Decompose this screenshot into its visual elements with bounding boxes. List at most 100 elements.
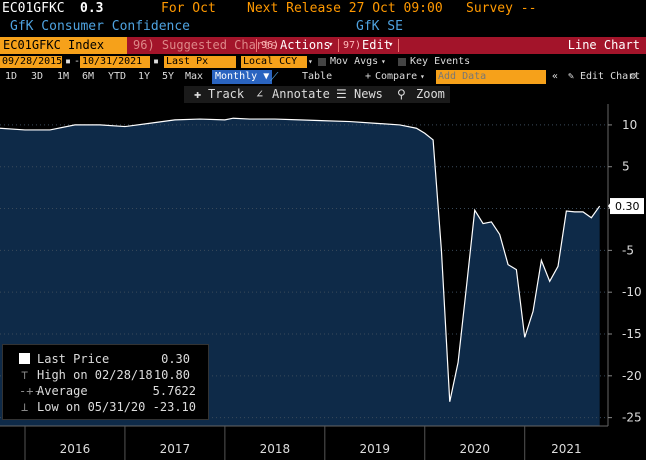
chevron-down-icon: ▾ bbox=[420, 72, 425, 81]
low-marker-icon: ⊥ bbox=[21, 400, 29, 414]
chart-tools: ✚ Track ∠ Annotate ☰ News ⚲ Zoom bbox=[184, 86, 450, 103]
survey: Survey -- bbox=[466, 1, 537, 16]
legend-last-price: Last Price 0.30 bbox=[3, 351, 210, 367]
x-tick-label: 2019 bbox=[360, 442, 391, 456]
key-events-checkbox[interactable] bbox=[398, 58, 406, 66]
y-tick-label: -15 bbox=[622, 327, 642, 341]
y-tick-label: -5 bbox=[622, 243, 634, 257]
high-marker-icon: ⊤ bbox=[21, 368, 29, 382]
zoom-icon: ⚲ bbox=[397, 87, 406, 101]
period-1y[interactable]: 1Y bbox=[138, 71, 151, 82]
actions-number: 96) bbox=[261, 40, 280, 51]
legend-average: -+- Average 5.7622 bbox=[3, 383, 210, 399]
chevron-down-icon: ▼ bbox=[263, 71, 270, 82]
edit-menu[interactable]: Edit bbox=[362, 38, 391, 52]
low-value: -23.10 bbox=[152, 400, 196, 414]
series-line bbox=[0, 117, 601, 402]
separator bbox=[398, 39, 399, 52]
chevron-down-icon[interactable]: ▾ bbox=[308, 57, 313, 66]
legend: Last Price 0.30 ⊤ High on 02/28/18 10.80… bbox=[2, 344, 209, 420]
high-label: High on 02/28/18 bbox=[37, 368, 153, 382]
period-1d[interactable]: 1D bbox=[5, 71, 18, 82]
end-date-input[interactable]: 10/31/2021 bbox=[80, 56, 150, 68]
frequency-label: Monthly bbox=[215, 71, 258, 82]
annotate-icon: ∠ bbox=[256, 87, 264, 101]
period-5y[interactable]: 5Y bbox=[162, 71, 175, 82]
period-max[interactable]: Max bbox=[185, 71, 204, 82]
average-marker-icon: -+- bbox=[19, 384, 41, 398]
period-3d[interactable]: 3D bbox=[31, 71, 44, 82]
period-6m[interactable]: 6M bbox=[82, 71, 95, 82]
last-value: 0.3 bbox=[80, 1, 104, 16]
gear-icon[interactable]: ⚙ bbox=[630, 71, 637, 82]
last-value-label: 0.30 bbox=[615, 200, 640, 213]
collapse-icon[interactable]: « bbox=[552, 71, 559, 82]
legend-high: ⊤ High on 02/28/18 10.80 bbox=[3, 367, 210, 383]
table-button[interactable]: Table bbox=[302, 71, 333, 82]
chart-type-label: Line Chart bbox=[567, 38, 640, 52]
x-tick-label: 2021 bbox=[551, 442, 582, 456]
y-tick-label: 5 bbox=[622, 160, 630, 174]
title-bar: GfK Consumer Confidence GfK SE bbox=[0, 18, 646, 35]
last-price-label: Last Price bbox=[37, 352, 110, 366]
toolbar: EC01GFKC Index 96) Suggested Charts 96) … bbox=[0, 37, 646, 54]
separator bbox=[338, 39, 339, 52]
average-value: 5.7622 bbox=[152, 384, 196, 398]
next-release: Next Release 27 Oct 09:00 bbox=[247, 1, 443, 16]
add-data-input[interactable]: Add Data bbox=[436, 70, 546, 84]
news-button[interactable]: News bbox=[354, 87, 383, 101]
legend-low: ⊥ Low on 05/31/20 -23.10 bbox=[3, 399, 210, 415]
last-value-tag-pointer bbox=[608, 202, 611, 211]
x-tick-label: 2016 bbox=[60, 442, 91, 456]
plus-icon: + bbox=[365, 71, 372, 82]
date-separator: - bbox=[74, 56, 81, 67]
field-select[interactable]: Last Px bbox=[164, 56, 236, 68]
chevron-down-icon: ▾ bbox=[388, 40, 394, 50]
frequency-select[interactable]: Monthly ▼ bbox=[212, 70, 273, 84]
x-tick-label: 2017 bbox=[160, 442, 191, 456]
x-tick-label: 2020 bbox=[459, 442, 490, 456]
period-1m[interactable]: 1M bbox=[57, 71, 70, 82]
news-icon: ☰ bbox=[336, 87, 347, 101]
high-value: 10.80 bbox=[153, 368, 190, 382]
compare-button[interactable]: Compare bbox=[375, 71, 418, 82]
suggested-charts-button[interactable]: 96) Suggested Charts bbox=[133, 38, 278, 52]
last-price-value: 0.30 bbox=[161, 352, 190, 366]
annotate-button[interactable]: Annotate bbox=[272, 87, 330, 101]
series-swatch bbox=[19, 353, 30, 364]
separator bbox=[256, 39, 257, 52]
average-label: Average bbox=[37, 384, 88, 398]
calendar-icon[interactable]: ▪ bbox=[153, 56, 160, 67]
period-ytd[interactable]: YTD bbox=[108, 71, 127, 82]
chevron-down-icon: ▾ bbox=[328, 40, 334, 50]
period-label: For Oct bbox=[161, 1, 216, 16]
edit-chart-button[interactable]: Edit Chart bbox=[580, 71, 641, 82]
date-range-row: 09/28/2015 ▪ - 10/31/2021 ▪ Last Px Loca… bbox=[0, 55, 646, 69]
security-input[interactable]: EC01GFKC Index bbox=[0, 37, 127, 54]
calendar-icon[interactable]: ▪ bbox=[65, 56, 72, 67]
edit-number: 97) bbox=[343, 40, 362, 51]
currency-select[interactable]: Local CCY bbox=[241, 56, 307, 68]
line-chart-icon[interactable]: ⟋ bbox=[270, 70, 279, 84]
y-tick-label: 10 bbox=[622, 118, 637, 132]
crosshair-icon: ✚ bbox=[194, 87, 202, 101]
header-bar: EC01GFKC 0.3 For Oct Next Release 27 Oct… bbox=[0, 0, 646, 18]
pencil-icon: ✎ bbox=[568, 71, 575, 82]
y-tick-label: -25 bbox=[622, 411, 642, 425]
mov-avgs-checkbox[interactable] bbox=[318, 58, 326, 66]
low-label: Low on 05/31/20 bbox=[37, 400, 146, 414]
x-tick-label: 2018 bbox=[260, 442, 291, 456]
track-button[interactable]: Track bbox=[208, 87, 245, 101]
zoom-button[interactable]: Zoom bbox=[416, 87, 445, 101]
y-tick-label: -20 bbox=[622, 369, 642, 383]
ticker: EC01GFKC bbox=[2, 1, 65, 16]
y-tick-label: -10 bbox=[622, 285, 642, 299]
chevron-down-icon[interactable]: ▾ bbox=[381, 57, 386, 66]
security-title: GfK Consumer Confidence bbox=[10, 19, 191, 34]
source-label: GfK SE bbox=[356, 19, 403, 34]
last-value-tag bbox=[610, 198, 644, 215]
start-date-input[interactable]: 09/28/2015 bbox=[0, 56, 63, 68]
mov-avgs-label: Mov Avgs bbox=[330, 56, 379, 67]
period-row: 1D 3D 1M 6M YTD 1Y 5Y Max Monthly ▼ ⟋ Ta… bbox=[0, 70, 646, 84]
actions-menu[interactable]: Actions bbox=[280, 38, 331, 52]
